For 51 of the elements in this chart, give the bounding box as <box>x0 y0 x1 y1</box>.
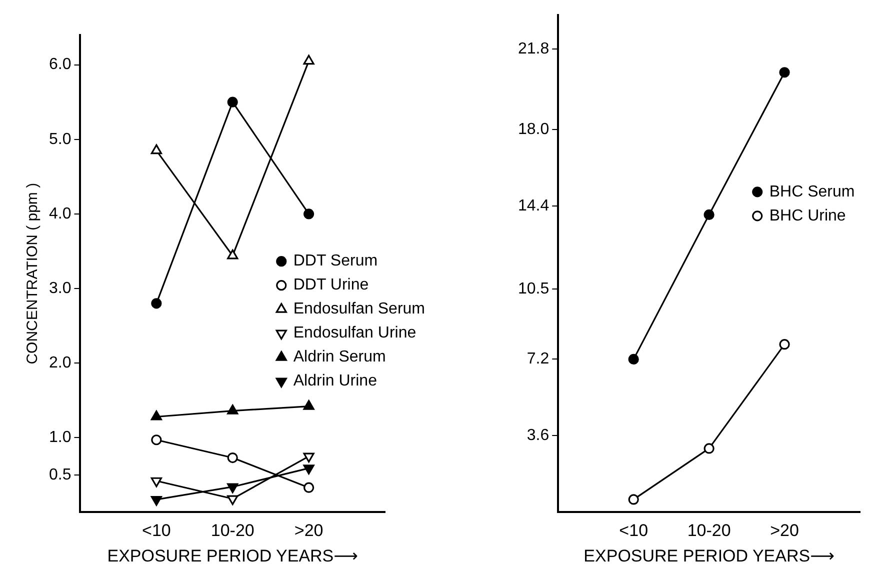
y-tick-label: 3.0 <box>48 280 72 297</box>
y-tick-label: 6.0 <box>48 56 72 74</box>
point <box>303 54 314 65</box>
point <box>150 477 162 488</box>
y-tick-label: 14.4 <box>518 198 550 215</box>
legend-label: BHC Urine <box>769 207 846 224</box>
y-axis-title: CONCENTRATION ( ppm ) <box>24 182 42 364</box>
point <box>227 495 238 506</box>
point <box>227 483 238 494</box>
legend-label: BHC Serum <box>769 183 855 200</box>
point <box>151 298 162 309</box>
legend-label: Endosulfan Serum <box>293 300 426 318</box>
point <box>704 209 714 220</box>
x-axis-title: EXPOSURE PERIOD YEARS⟶ <box>107 546 358 566</box>
legend-label: DDT Serum <box>293 252 378 270</box>
point <box>150 144 162 154</box>
point <box>151 434 162 446</box>
y-tick-label: 10.5 <box>518 280 550 298</box>
point <box>779 339 790 350</box>
y-tick-label: 21.8 <box>518 40 550 58</box>
point <box>303 452 314 463</box>
legend-label: Endosulfan Urine <box>293 324 416 342</box>
point <box>628 494 639 505</box>
point <box>227 249 238 260</box>
x-tick-label: <10 <box>619 521 648 540</box>
point <box>303 464 314 475</box>
x-tick-label: >20 <box>294 521 324 540</box>
point <box>150 496 162 506</box>
y-tick-label: 1.0 <box>48 429 72 446</box>
legend-label: DDT Urine <box>293 276 369 294</box>
y-tick-label: 5.0 <box>48 130 72 148</box>
y-tick-label: 2.0 <box>48 354 72 372</box>
y-tick-label: 3.6 <box>526 427 550 444</box>
y-tick-label: 7.2 <box>526 350 550 368</box>
point <box>628 354 639 365</box>
point <box>304 482 314 493</box>
point <box>227 96 238 108</box>
y-tick-label: 4.0 <box>48 205 72 222</box>
y-tick-label: 18.0 <box>518 121 550 138</box>
point <box>304 208 314 220</box>
x-tick-label: 10-20 <box>210 521 254 540</box>
point <box>704 443 714 454</box>
x-tick-label: <10 <box>142 521 171 540</box>
y-tick-label: 0.5 <box>48 466 72 484</box>
legend-label: Aldrin Urine <box>293 372 378 390</box>
legend-label: Aldrin Serum <box>293 348 386 366</box>
x-tick-label: >20 <box>770 521 799 540</box>
x-axis-title: EXPOSURE PERIOD YEARS⟶ <box>584 546 834 566</box>
point <box>779 67 790 78</box>
x-tick-label: 10-20 <box>687 521 731 540</box>
point <box>227 452 238 464</box>
